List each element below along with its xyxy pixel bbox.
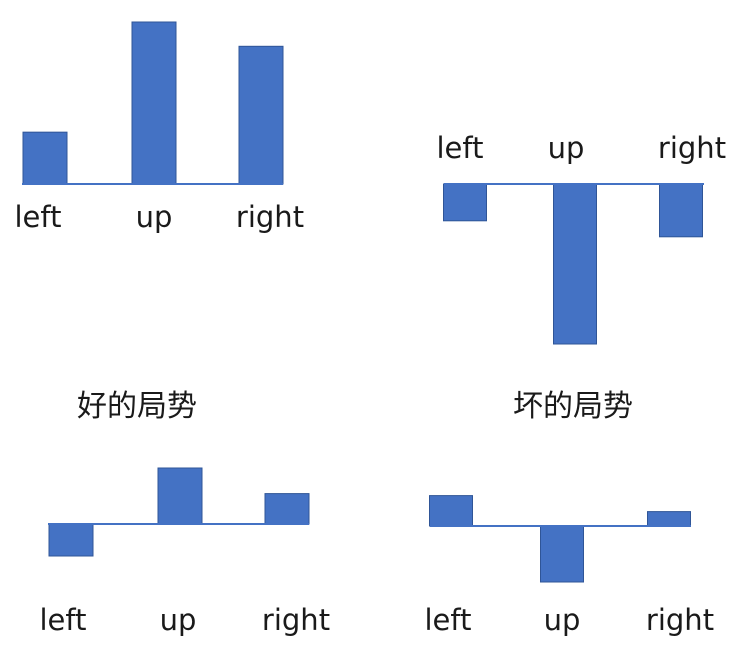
bar-right bbox=[659, 183, 703, 238]
caption-bad: 坏的局势 bbox=[513, 389, 633, 424]
tick-label-up: up bbox=[544, 603, 581, 637]
bar-right bbox=[238, 45, 284, 185]
bar-right bbox=[264, 493, 310, 525]
chart-bottom-right: left up right bbox=[425, 495, 714, 637]
tick-label-right: right bbox=[236, 200, 304, 234]
tick-label-right: right bbox=[646, 603, 714, 637]
bar-left bbox=[48, 523, 94, 557]
bar-right bbox=[647, 511, 691, 527]
bar-up bbox=[540, 525, 584, 583]
bar-left bbox=[22, 131, 68, 185]
caption-good: 好的局势 bbox=[77, 389, 197, 424]
tick-label-right: right bbox=[658, 131, 726, 165]
chart-top-right: left up right bbox=[437, 131, 726, 345]
chart-bottom-left: left up right bbox=[40, 467, 330, 637]
tick-label-up: up bbox=[160, 603, 197, 637]
tick-label-left: left bbox=[15, 200, 62, 234]
bar-left bbox=[429, 495, 473, 527]
chart-top-left: left up right bbox=[15, 21, 304, 234]
bar-up bbox=[157, 467, 203, 525]
tick-label-left: left bbox=[40, 603, 87, 637]
tick-label-left: left bbox=[437, 131, 484, 165]
bar-up bbox=[553, 183, 597, 345]
tick-label-right: right bbox=[262, 603, 330, 637]
tick-label-up: up bbox=[548, 131, 585, 165]
bar-left bbox=[443, 183, 487, 222]
tick-label-up: up bbox=[136, 200, 173, 234]
bar-up bbox=[131, 21, 177, 185]
tick-label-left: left bbox=[425, 603, 472, 637]
